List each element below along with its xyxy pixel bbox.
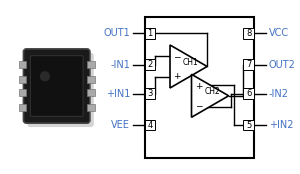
Bar — [243, 59, 254, 70]
Text: −: − — [173, 52, 181, 61]
Text: VCC: VCC — [269, 28, 289, 38]
Text: CH1: CH1 — [183, 58, 198, 67]
Text: +: + — [195, 82, 202, 90]
Bar — [87, 61, 95, 68]
Polygon shape — [191, 74, 229, 117]
Circle shape — [40, 72, 49, 81]
Text: −: − — [195, 101, 202, 110]
FancyBboxPatch shape — [23, 49, 90, 123]
Bar — [87, 76, 95, 83]
Text: OUT1: OUT1 — [103, 28, 130, 38]
FancyBboxPatch shape — [27, 53, 94, 127]
Bar — [145, 59, 155, 70]
Bar — [87, 89, 95, 96]
Text: OUT2: OUT2 — [269, 60, 296, 70]
Text: 6: 6 — [246, 89, 251, 98]
Bar — [19, 76, 26, 83]
Polygon shape — [170, 45, 207, 88]
Bar — [243, 28, 254, 39]
Bar — [145, 88, 155, 99]
Bar — [145, 17, 254, 158]
Text: 3: 3 — [147, 89, 153, 98]
Text: -IN1: -IN1 — [110, 60, 130, 70]
Text: 5: 5 — [246, 121, 251, 130]
FancyBboxPatch shape — [30, 56, 83, 116]
Text: 7: 7 — [246, 60, 251, 69]
Text: -IN2: -IN2 — [269, 89, 289, 99]
Text: 8: 8 — [246, 29, 251, 38]
Text: +IN2: +IN2 — [269, 120, 293, 130]
Text: 2: 2 — [147, 60, 153, 69]
Text: 1: 1 — [147, 29, 153, 38]
Text: +: + — [173, 72, 181, 81]
Bar — [145, 28, 155, 39]
Bar — [243, 120, 254, 130]
Text: VEE: VEE — [111, 120, 130, 130]
Bar — [87, 104, 95, 111]
Bar — [243, 88, 254, 99]
Text: 4: 4 — [147, 121, 153, 130]
Bar — [145, 120, 155, 130]
Bar — [19, 61, 26, 68]
Text: +IN1: +IN1 — [106, 89, 130, 99]
Text: CH2: CH2 — [204, 87, 220, 96]
Bar — [19, 104, 26, 111]
Bar — [19, 89, 26, 96]
